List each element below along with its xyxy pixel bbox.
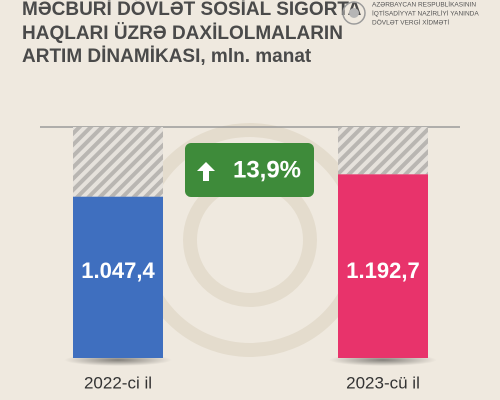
- value-label: 1.047,4: [81, 258, 155, 283]
- bar-background: [338, 127, 428, 175]
- logo-text: DÖVLƏT VERGİ XİDMƏTİ: [372, 18, 449, 27]
- bar: [338, 174, 428, 358]
- growth-box: [185, 143, 314, 197]
- x-tick-label: 2022-ci il: [84, 373, 152, 392]
- x-tick-label: 2023-cü il: [346, 373, 420, 392]
- title-line: ARTIM DİNAMİKASI, mln. manat: [22, 46, 312, 67]
- logo-text: İQTİSADİYYAT NAZİRLİYİ YANINDA: [372, 9, 479, 18]
- bar-background: [73, 127, 163, 197]
- up-arrow: [197, 162, 215, 181]
- title-line: MƏCBURİ DÖVLƏT SOSİAL SIGORTA: [22, 0, 362, 20]
- value-label: 1.192,7: [346, 258, 419, 283]
- bar: [73, 196, 163, 358]
- logo-text: AZƏRBAYCAN RESPUBLİKASININ: [372, 0, 476, 9]
- logo: [342, 1, 366, 25]
- title-line: HAQLARI ÜZRƏ DAXİLOLMALARIN: [22, 23, 343, 44]
- growth-label: 13,9%: [233, 156, 301, 183]
- logo: [349, 8, 359, 18]
